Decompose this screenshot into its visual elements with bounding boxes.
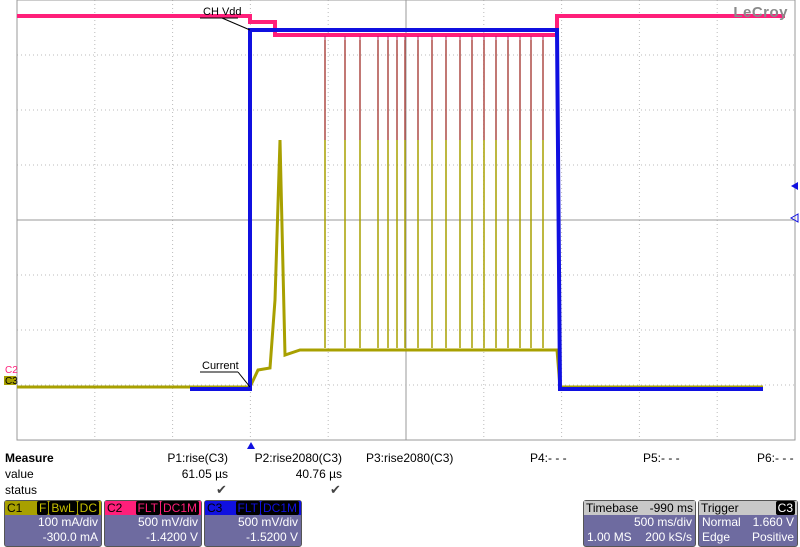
value-label: value: [5, 467, 34, 481]
param-p1-value: 61.05 µs: [181, 467, 228, 481]
param-p1[interactable]: P1:rise(C3): [167, 451, 228, 465]
annotation-leader: [237, 371, 251, 388]
channel-marker-c1: [4, 376, 16, 385]
trigger-source: C3: [775, 501, 795, 515]
trigger-position-marker-icon: [247, 442, 255, 449]
timebase-rate: 200 kS/s: [645, 530, 692, 544]
status-label: status: [5, 483, 38, 497]
trigger-level: 1.660 V: [752, 515, 794, 529]
lecroy-logo: LeCroy: [733, 4, 788, 21]
channel-scale: 500 mV/div: [237, 515, 298, 529]
trigger-slope: Positive: [751, 530, 794, 544]
channel-offset: -300.0 mA: [42, 530, 98, 544]
annotation-ch-vdd: CH Vdd: [203, 6, 242, 18]
tag: DC1M: [160, 501, 199, 515]
trace-c2: [17, 14, 785, 37]
channel-c2-box[interactable]: C2 FLT DC1M 500 mV/div -1.4200 V: [104, 500, 202, 547]
channel-c3-box[interactable]: C3 FLT DC1M 500 mV/div -1.5200 V: [204, 500, 302, 547]
trigger-label: Trigger: [701, 501, 739, 515]
annotation-leader: [221, 17, 251, 31]
param-p3[interactable]: P3:rise2080(C3): [366, 451, 454, 465]
tag: F: [36, 501, 49, 515]
channel-name: C2: [107, 501, 123, 515]
channel-offset: -1.4200 V: [145, 530, 198, 544]
trace-c3: [190, 28, 763, 391]
channel-scale: 100 mA/div: [37, 515, 98, 529]
timebase-box[interactable]: Timebase -990 ms 500 ms/div 1.00 MS 200 kS…: [583, 500, 696, 547]
param-p2-status-check-icon: ✔: [330, 482, 341, 497]
measure-title: Measure: [5, 451, 54, 465]
channel-scale: 500 mV/div: [137, 515, 198, 529]
timebase-scale: 500 ms/div: [633, 515, 692, 529]
tag: BwL: [49, 501, 77, 515]
trigger-type: Edge: [702, 530, 731, 544]
tag: FLT: [235, 501, 260, 515]
trigger-mode: Normal: [702, 515, 741, 529]
timebase-label: Timebase: [586, 501, 639, 515]
param-p6[interactable]: P6:- - -: [757, 451, 794, 465]
param-p2-value: 40.76 µs: [295, 467, 342, 481]
channel-name: C3: [207, 501, 223, 515]
param-p5[interactable]: P5:- - -: [643, 451, 680, 465]
zero-level-marker-icon: [789, 213, 799, 223]
timebase-samples: 1.00 MS: [587, 530, 632, 544]
timebase-delay: -990 ms: [649, 501, 693, 515]
trigger-level-marker-icon: [791, 182, 798, 190]
tag: FLT: [135, 501, 160, 515]
param-p2[interactable]: P2:rise2080(C3): [254, 451, 342, 465]
channel-offset: -1.5200 V: [245, 530, 298, 544]
trace-c1: [17, 139, 763, 389]
channel-c1-box[interactable]: C1 F BwL DC 100 mA/div -300.0 mA: [4, 500, 102, 547]
channel-marker-c2: C2: [5, 365, 18, 376]
tag: DC1M: [260, 501, 299, 515]
tag: DC: [77, 501, 99, 515]
param-p4[interactable]: P4:- - -: [530, 451, 567, 465]
channel-name: C1: [7, 501, 23, 515]
trigger-box[interactable]: Trigger C3 Normal 1.660 V Edge Positive: [698, 500, 798, 547]
channel-marker-c3: C3: [5, 376, 18, 387]
annotation-current: Current: [202, 360, 239, 372]
param-p1-status-check-icon: ✔: [216, 482, 227, 497]
